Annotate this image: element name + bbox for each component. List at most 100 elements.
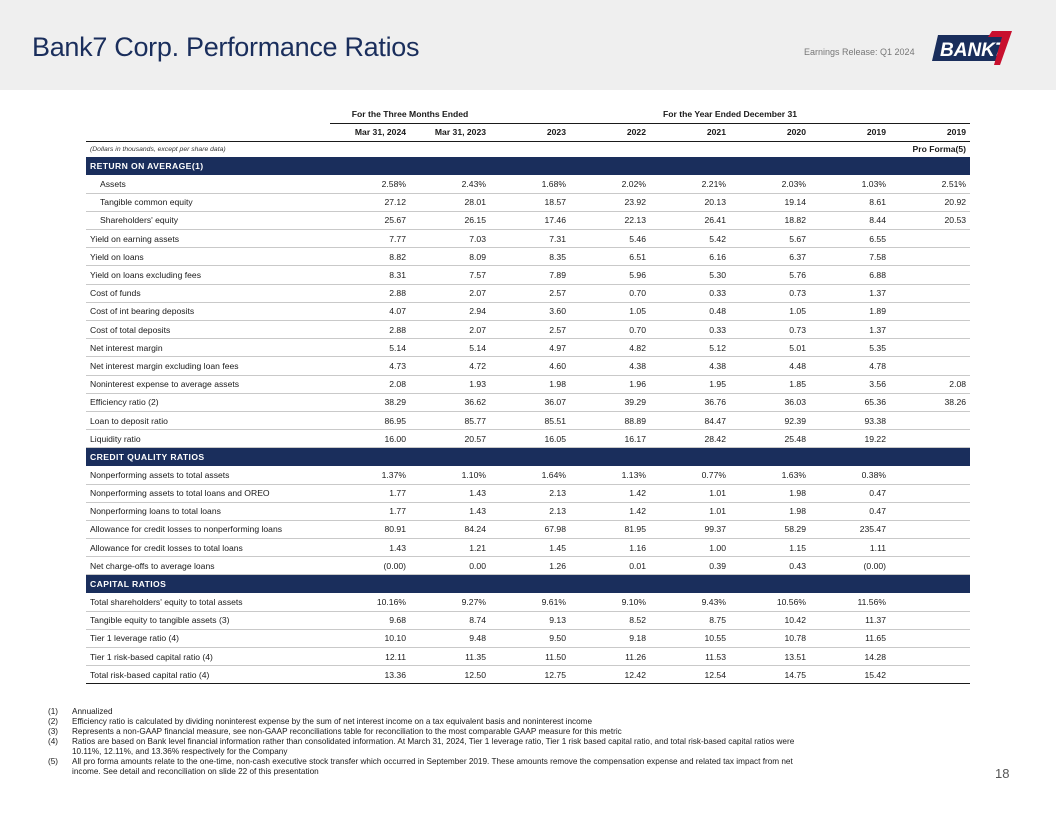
table-cell: 26.15 xyxy=(410,211,490,231)
table-cell: 0.33 xyxy=(650,284,730,303)
table-cell: 11.26 xyxy=(570,647,650,667)
table-row: Tangible equity to tangible assets (3) 9.… xyxy=(86,611,971,630)
table-cell: 10.16% xyxy=(330,592,410,612)
table-cell: 9.50 xyxy=(490,629,570,649)
table-cell: 80.91 xyxy=(330,520,410,540)
table-row: Nonperforming assets to total assets 1.37… xyxy=(86,465,971,485)
table-cell: 0.73 xyxy=(730,284,810,303)
table-cell: 6.55 xyxy=(810,229,890,249)
table-cell: 1.05 xyxy=(570,302,650,322)
table-cell: 0.01 xyxy=(570,556,650,576)
table-cell: 1.16 xyxy=(570,538,650,558)
table-row: Net interest margin excluding loan fees 4… xyxy=(86,356,971,376)
table-cell: 1.01 xyxy=(650,484,730,503)
table-cell: 17.46 xyxy=(490,211,570,231)
table-cell xyxy=(890,556,971,576)
table-row: Yield on loans excluding fees 8.31 7.57 7.8… xyxy=(86,265,971,285)
table-cell: 1.45 xyxy=(490,538,570,558)
table-cell xyxy=(890,411,971,431)
table-cell: 2.57 xyxy=(490,320,570,340)
table-row: Allowance for credit losses to total loa… xyxy=(86,538,971,558)
table-cell xyxy=(890,338,971,358)
slide-header: Bank7 Corp. Performance Ratios Earnings … xyxy=(0,0,1056,90)
table-cell: 14.28 xyxy=(810,647,890,667)
svg-text:BANK7: BANK7 xyxy=(940,40,1007,61)
table-cell: 15.42 xyxy=(810,665,890,685)
table-cell: 1.05 xyxy=(730,302,810,322)
table-row: Cost of funds 2.88 2.07 2.57 0.70 0.33 0.73 1.3… xyxy=(86,284,971,303)
row-label: Yield on earning assets xyxy=(86,229,330,249)
footnotes: (1) Annualized (2) Efficiency ratio is calc… xyxy=(48,707,808,777)
table-cell: 9.68 xyxy=(330,611,410,630)
table-cell: 1.43 xyxy=(410,502,490,521)
table-cell: 9.10% xyxy=(570,592,650,612)
table-cell: 2.02% xyxy=(570,175,650,194)
table-cell: 6.37 xyxy=(730,247,810,267)
table-cell: 0.39 xyxy=(650,556,730,576)
page-title: Bank7 Corp. Performance Ratios xyxy=(32,32,420,62)
footnote-number: (4) xyxy=(48,737,59,746)
table-cell: 88.89 xyxy=(570,411,650,431)
table-cell: 38.26 xyxy=(890,393,971,412)
footnote-number: (5) xyxy=(48,757,59,766)
footnote: (4) Ratios are based on Bank level financ… xyxy=(48,737,808,757)
table-cell: 1.42 xyxy=(570,484,650,503)
table-cell: 58.29 xyxy=(730,520,810,540)
table-cell: 7.77 xyxy=(330,229,410,249)
table-cell: 1.10% xyxy=(410,465,490,485)
table-cell: 8.82 xyxy=(330,247,410,267)
row-label: Nonperforming loans to total loans xyxy=(86,502,330,521)
pro-forma-label: Pro Forma(5) xyxy=(912,144,967,155)
row-label: Total shareholders' equity to total asse… xyxy=(86,592,330,612)
row-label: Yield on loans xyxy=(86,247,330,267)
row-label: Tier 1 leverage ratio (4) xyxy=(86,629,330,649)
table-cell: 1.42 xyxy=(570,502,650,521)
table-cell: 0.43 xyxy=(730,556,810,576)
column-header: 2021 xyxy=(650,123,730,142)
table-row: Shareholders' equity 25.67 26.15 17.46 22.13… xyxy=(86,211,971,231)
table-cell: 12.11 xyxy=(330,647,410,667)
footnote: (2) Efficiency ratio is calculated by div… xyxy=(48,717,808,727)
row-label: Cost of funds xyxy=(86,284,330,303)
table-cell: 4.60 xyxy=(490,356,570,376)
table-cell: 8.44 xyxy=(810,211,890,231)
table-cell: 0.70 xyxy=(570,284,650,303)
table-cell: 1.01 xyxy=(650,502,730,521)
table-cell: 1.43 xyxy=(330,538,410,558)
table-cell: 11.35 xyxy=(410,647,490,667)
table-cell: 28.42 xyxy=(650,429,730,449)
table-cell: 0.70 xyxy=(570,320,650,340)
table-cell: 8.31 xyxy=(330,265,410,285)
footnote: (1) Annualized xyxy=(48,707,808,717)
table-cell: 5.42 xyxy=(650,229,730,249)
table-cell: 16.00 xyxy=(330,429,410,449)
table-cell: 5.35 xyxy=(810,338,890,358)
table-cell: 1.93 xyxy=(410,375,490,394)
table-cell: 10.42 xyxy=(730,611,810,630)
row-label: Net interest margin xyxy=(86,338,330,358)
table-cell: 1.98 xyxy=(730,502,810,521)
bank7-logo: BANK7 xyxy=(932,31,1012,65)
table-cell: 85.51 xyxy=(490,411,570,431)
table-row: Nonperforming assets to total loans and … xyxy=(86,484,971,503)
footnote-text: All pro forma amounts relate to the one-… xyxy=(72,757,793,776)
table-cell: 10.78 xyxy=(730,629,810,649)
table-cell: 0.38% xyxy=(810,465,890,485)
table-cell xyxy=(890,611,971,630)
table-cell: 235.47 xyxy=(810,520,890,540)
footnote-number: (1) xyxy=(48,707,59,716)
column-header: 2019 xyxy=(810,123,890,142)
table-cell xyxy=(890,592,971,612)
footnote-number: (3) xyxy=(48,727,59,736)
table-cell: 2.08 xyxy=(890,375,971,394)
table-cell: 6.16 xyxy=(650,247,730,267)
table-cell xyxy=(890,520,971,540)
table-cell: 1.03% xyxy=(810,175,890,194)
table-cell: 4.07 xyxy=(330,302,410,322)
page-number: 18 xyxy=(995,766,1010,781)
table-cell: 18.57 xyxy=(490,193,570,212)
table-cell xyxy=(890,229,971,249)
table-cell: 9.48 xyxy=(410,629,490,649)
row-label: Yield on loans excluding fees xyxy=(86,265,330,285)
table-cell: 25.67 xyxy=(330,211,410,231)
